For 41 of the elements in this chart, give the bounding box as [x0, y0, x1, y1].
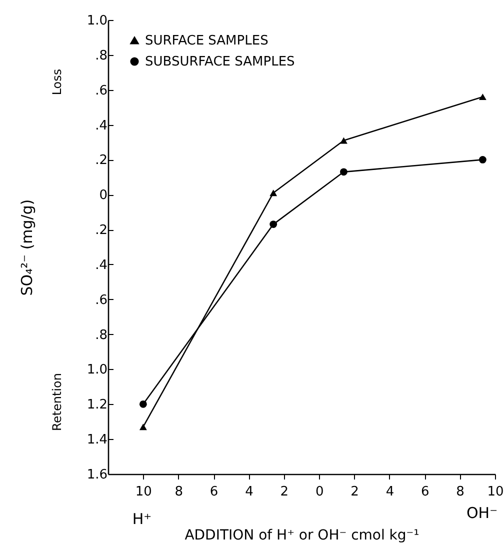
y-tick-label: .6 [95, 292, 108, 308]
x-tick-label: 2 [350, 484, 359, 500]
point [478, 156, 486, 164]
y-tick-label: .6 [95, 83, 108, 98]
y-tick-label: 1.2 [86, 398, 108, 413]
x-tick-label: 4 [245, 484, 254, 500]
x-tick-label: 8 [174, 484, 184, 500]
text: Loss [50, 68, 64, 96]
y-tick-label: 1.0 [86, 362, 108, 378]
x-tick-label: 2 [280, 484, 289, 500]
text: Retention [50, 373, 64, 431]
y-tick-label: .8 [95, 48, 108, 64]
x-tick-label: 6 [210, 484, 218, 500]
x-tick-label: 6 [420, 484, 430, 500]
point [139, 400, 147, 408]
point [270, 220, 278, 228]
text: OH⁻ [466, 504, 498, 522]
y-tick-label: 0 [99, 188, 108, 204]
x-tick-label: 10 [135, 484, 152, 500]
x-tick-label: 8 [456, 484, 464, 500]
x-tick-label: 0 [315, 484, 324, 500]
x-axis-title: ADDITION of H⁺ or OH⁻ cmol kg⁻¹ [184, 528, 420, 544]
legend-label: SURFACE SAMPLES [145, 34, 268, 48]
y-tick-label: 1.6 [86, 468, 108, 482]
y-tick-label: .2 [95, 153, 108, 168]
point [478, 94, 486, 100]
point [139, 424, 147, 430]
x-tick-label: 10 [487, 484, 504, 500]
y-tick-label: 1.0 [86, 14, 108, 28]
y-axis-title: SO₄²⁻ (mg/g) [18, 199, 36, 296]
y-tick-label: .4 [95, 258, 108, 273]
text: H⁺ [132, 510, 152, 528]
y-tick-label: .4 [95, 118, 108, 134]
legend-label: SUBSURFACE SAMPLES [145, 54, 295, 70]
y-tick-label: 1.4 [86, 432, 108, 448]
y-tick-label: .8 [95, 328, 108, 343]
point [340, 137, 348, 144]
point [270, 190, 278, 196]
point [340, 168, 348, 176]
x-tick-label: 4 [386, 484, 394, 500]
y-tick-label: .2 [95, 223, 108, 238]
